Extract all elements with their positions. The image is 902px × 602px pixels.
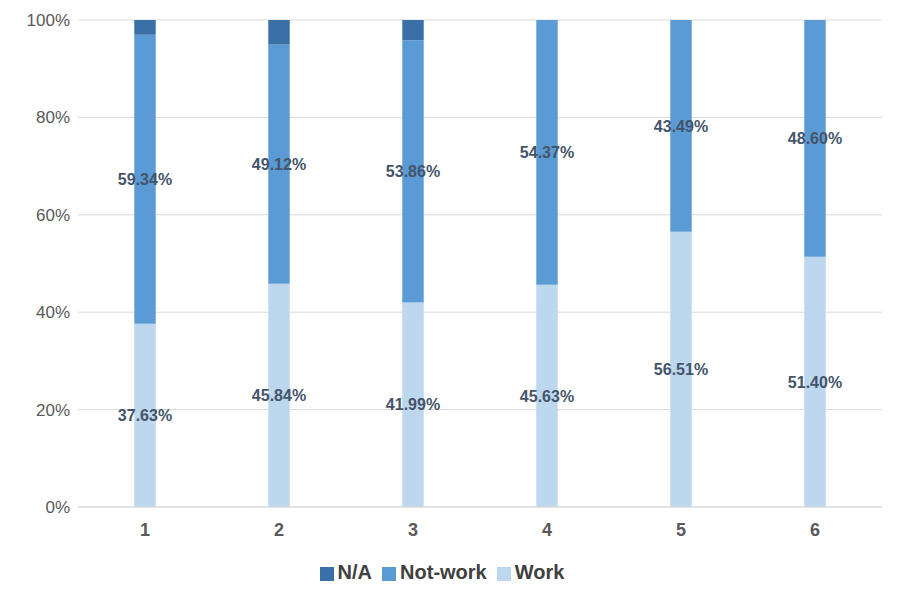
svg-text:49.12%: 49.12% <box>252 156 306 173</box>
svg-text:45.63%: 45.63% <box>520 388 574 405</box>
html-text:Work: Work <box>514 561 565 583</box>
svg-text:5: 5 <box>676 520 686 540</box>
svg-text:1: 1 <box>140 520 150 540</box>
svg-text:45.84%: 45.84% <box>252 387 306 404</box>
svg-text:54.37%: 54.37% <box>520 144 574 161</box>
svg-text:4: 4 <box>542 520 552 540</box>
svg-text:0%: 0% <box>45 498 70 517</box>
svg-text:53.86%: 53.86% <box>386 163 440 180</box>
svg-text:3: 3 <box>408 520 418 540</box>
svg-text:41.99%: 41.99% <box>386 396 440 413</box>
svg-text:6: 6 <box>810 520 820 540</box>
svg-text:100%: 100% <box>27 11 70 30</box>
svg-text:43.49%: 43.49% <box>654 118 708 135</box>
svg-text:2: 2 <box>274 520 284 540</box>
svg-text:40%: 40% <box>36 303 70 322</box>
html-text:N/A: N/A <box>337 561 373 583</box>
html-text:Not-work: Not-work <box>400 561 487 583</box>
svg-text:20%: 20% <box>36 401 70 420</box>
svg-text:80%: 80% <box>36 108 70 127</box>
svg-text:37.63%: 37.63% <box>118 407 172 424</box>
svg-text:59.34%: 59.34% <box>118 171 172 188</box>
svg-text:48.60%: 48.60% <box>788 130 842 147</box>
svg-text:51.40%: 51.40% <box>788 374 842 391</box>
svg-text:56.51%: 56.51% <box>654 361 708 378</box>
svg-text:60%: 60% <box>36 206 70 225</box>
